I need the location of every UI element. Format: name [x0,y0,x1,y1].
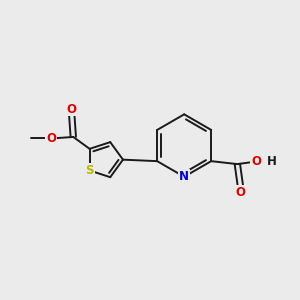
Text: O: O [67,103,77,116]
Text: H: H [267,155,277,168]
Text: O: O [251,155,261,168]
Text: O: O [46,132,56,145]
Text: N: N [179,170,189,183]
Text: O: O [235,186,245,199]
Text: S: S [85,164,94,177]
